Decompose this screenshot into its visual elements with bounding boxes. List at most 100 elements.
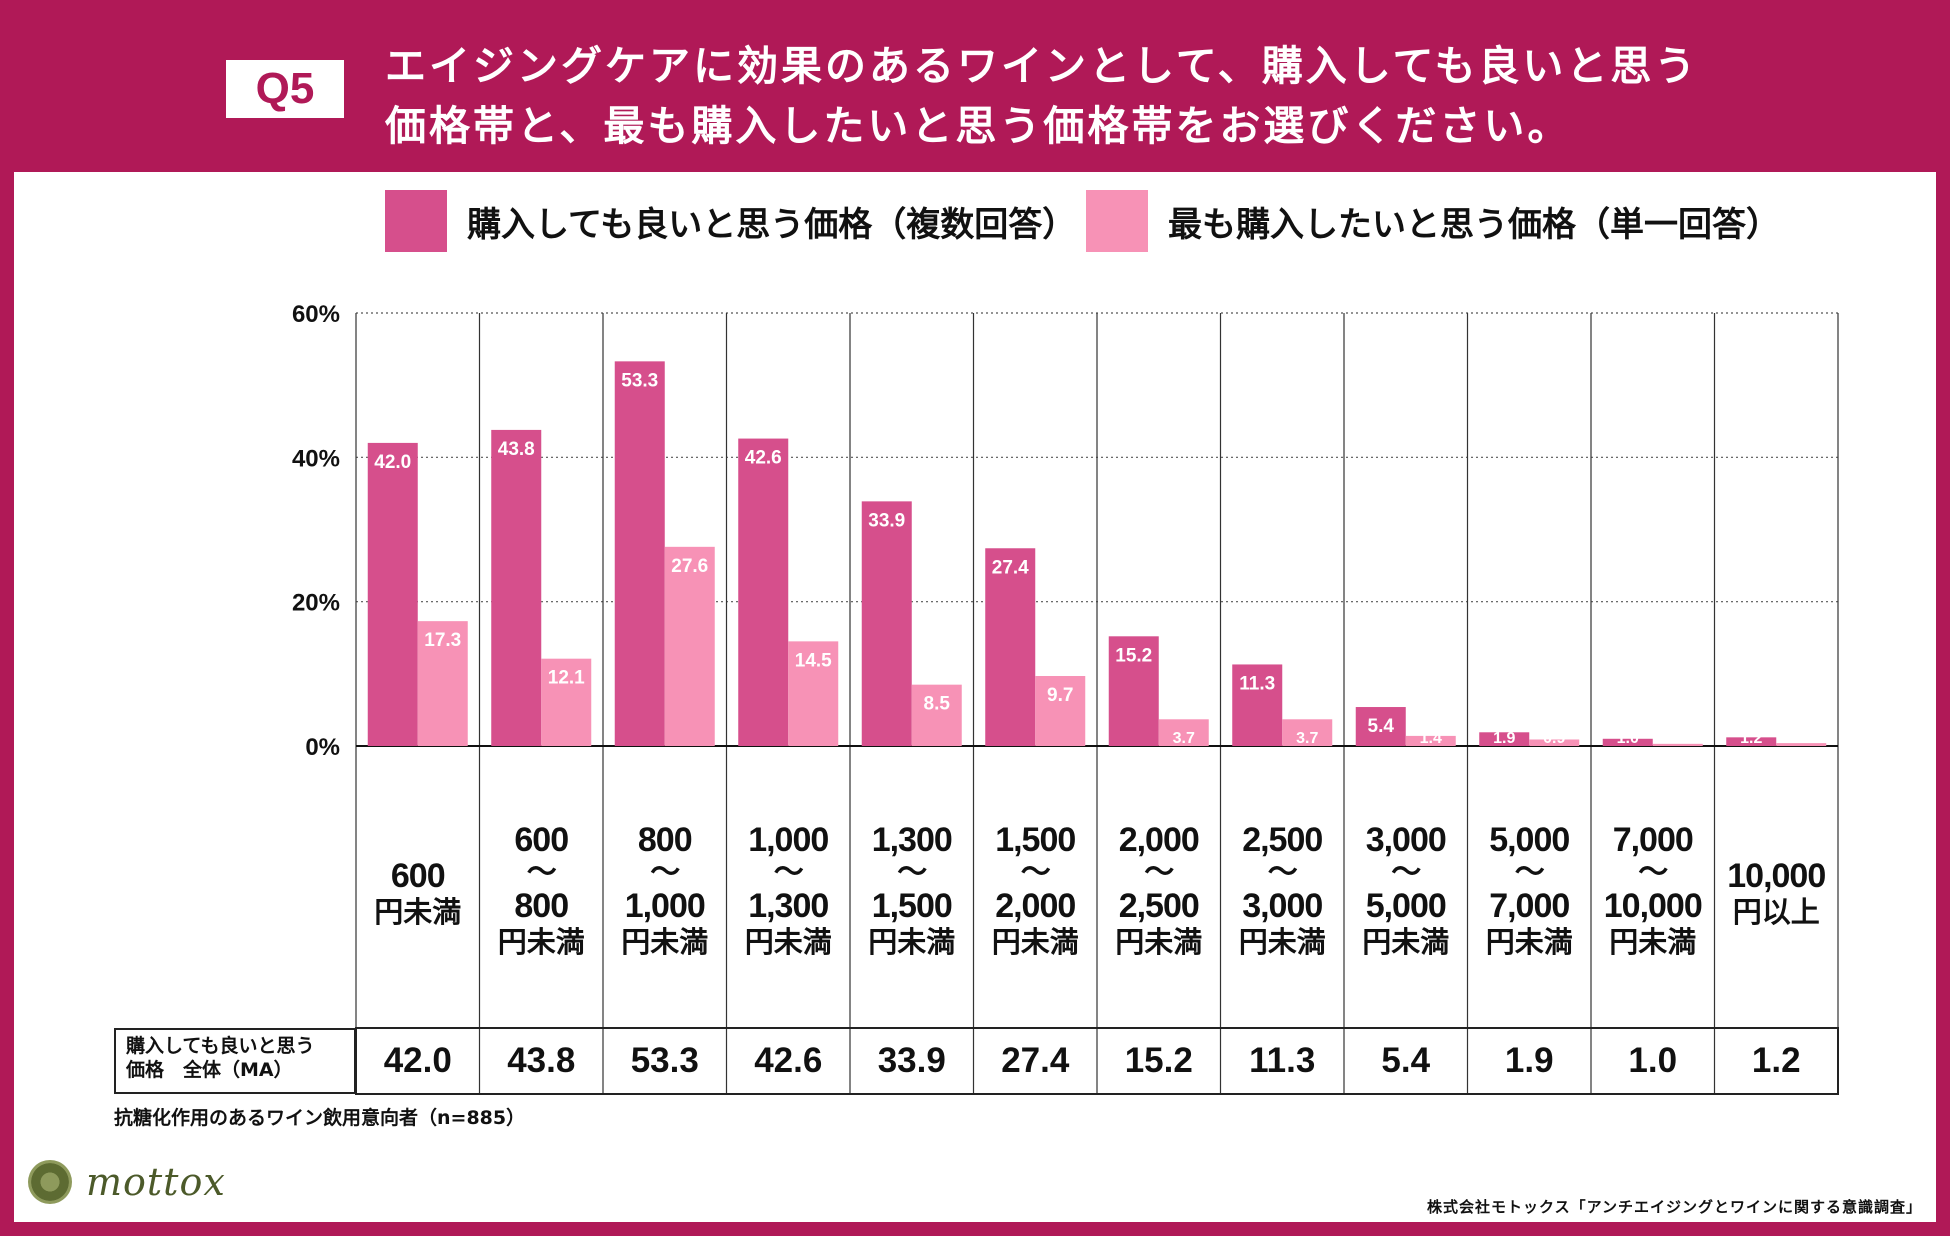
table-cell: 15.2 bbox=[1124, 1041, 1193, 1080]
bar-series2 bbox=[541, 658, 592, 746]
category-label: 2,000 〜 2,500 円未満 bbox=[1098, 822, 1220, 960]
bar-series1 bbox=[1602, 738, 1653, 746]
bar-series2 bbox=[417, 621, 468, 746]
legend-item-series1: 購入しても良いと思う価格（複数回答） bbox=[385, 190, 1076, 252]
table-cell: 27.4 bbox=[1001, 1041, 1070, 1080]
table-frame bbox=[355, 1027, 1839, 1095]
table-cell: 42.6 bbox=[754, 1041, 823, 1080]
legend-item-series2: 最も購入したいと思う価格（単一回答） bbox=[1086, 190, 1780, 252]
y-tick-label: 40% bbox=[292, 445, 340, 472]
data-label-series1: 27.4 bbox=[992, 557, 1029, 578]
bar-series1 bbox=[738, 438, 789, 746]
table-cell: 1.0 bbox=[1628, 1041, 1678, 1080]
bar-series2 bbox=[1776, 743, 1827, 746]
category-label-line: 円未満 bbox=[991, 925, 1079, 959]
category-label-line: 1,000 bbox=[624, 887, 706, 925]
bar-series2 bbox=[1035, 675, 1086, 746]
category-label-line: 1,000 bbox=[748, 821, 829, 859]
bar-series1 bbox=[614, 361, 665, 746]
bar-series1 bbox=[1479, 732, 1530, 746]
brand-logo: mottox bbox=[28, 1160, 226, 1204]
title-line-2: 価格帯と、最も購入したいと思う価格帯をお選びください。 bbox=[385, 102, 1572, 150]
data-label-series2: 1.4 bbox=[1420, 730, 1442, 747]
category-label-line: 1,300 bbox=[871, 821, 953, 859]
table-cell: 1.9 bbox=[1504, 1041, 1554, 1080]
category-label-line: 〜 bbox=[1638, 856, 1668, 889]
category-label: 5,000 〜 7,000 円未満 bbox=[1468, 822, 1590, 960]
table-header-line-1: 購入しても良いと思う bbox=[126, 1035, 315, 1057]
category-label-line: 〜 bbox=[650, 856, 680, 889]
bar-series2 bbox=[1405, 735, 1456, 746]
data-label-series1: 43.8 bbox=[498, 439, 535, 460]
category-label-line: 7,000 bbox=[1612, 821, 1694, 859]
bar-series1 bbox=[1726, 737, 1777, 746]
category-label-line: 7,000 bbox=[1489, 887, 1570, 925]
bar-series2 bbox=[788, 641, 839, 746]
category-label-line: 1,300 bbox=[748, 887, 829, 925]
category-label-line: 800 bbox=[514, 887, 569, 925]
data-label-series2: 0.3 bbox=[1667, 730, 1689, 747]
data-label-series1: 11.3 bbox=[1239, 673, 1275, 694]
category-label-line: 円未満 bbox=[1238, 925, 1326, 959]
category-label: 7,000 〜 10,000 円未満 bbox=[1592, 822, 1714, 960]
category-label-line: 〜 bbox=[526, 856, 557, 889]
category-label: 600 〜 800 円未満 bbox=[480, 822, 602, 960]
data-label-series1: 1.0 bbox=[1617, 730, 1639, 747]
category-label-line: 1,500 bbox=[995, 821, 1076, 859]
table-cell: 33.9 bbox=[877, 1041, 946, 1080]
category-label-line: 3,000 bbox=[1365, 821, 1447, 859]
data-label-series2: 27.6 bbox=[671, 556, 708, 577]
question-title: エイジングケアに効果のあるワインとして、購入しても良いと思う 価格帯と、最も購入… bbox=[385, 36, 1885, 156]
category-label-line: 2,500 bbox=[1242, 821, 1323, 859]
category-label-line: 円未満 bbox=[374, 895, 462, 929]
category-label-line: 〜 bbox=[1267, 856, 1298, 889]
bar-series1 bbox=[985, 548, 1036, 746]
category-label-line: 円未満 bbox=[497, 925, 585, 959]
bar-series1 bbox=[491, 429, 542, 746]
category-label-line: 〜 bbox=[1020, 856, 1051, 889]
category-label-line: 600 bbox=[514, 821, 569, 859]
bar-series2 bbox=[1652, 743, 1703, 746]
category-label: 1,000 〜 1,300 円未満 bbox=[727, 822, 849, 960]
category-label-line: 〜 bbox=[897, 856, 927, 889]
category-label-line: 3,000 bbox=[1242, 887, 1323, 925]
category-label-line: 10,000 bbox=[1727, 857, 1826, 895]
bar-series1 bbox=[1108, 636, 1159, 746]
data-label-series2: 8.5 bbox=[924, 694, 951, 715]
category-label-line: 2,500 bbox=[1118, 887, 1200, 925]
category-label-line: 600 bbox=[390, 857, 446, 895]
category-label-line: 2,000 bbox=[995, 887, 1076, 925]
legend-swatch-series2 bbox=[1086, 190, 1148, 252]
data-label-series1: 15.2 bbox=[1115, 645, 1152, 666]
question-badge: Q5 bbox=[226, 60, 344, 118]
category-label-line: 5,000 bbox=[1489, 821, 1570, 859]
category-label-line: 円未満 bbox=[1362, 925, 1450, 959]
sample-footnote: 抗糖化作用のあるワイン飲用意向者（n=885） bbox=[114, 1107, 526, 1129]
category-label-line: 円未満 bbox=[621, 925, 709, 959]
category-label: 1,300 〜 1,500 円未満 bbox=[851, 822, 973, 960]
category-label: 600 円未満 bbox=[357, 858, 479, 930]
logo-wordmark: mottox bbox=[86, 1160, 226, 1204]
y-tick-label: 20% bbox=[292, 590, 340, 617]
data-label-series1: 1.9 bbox=[1493, 730, 1515, 747]
data-label-series2: 17.3 bbox=[424, 630, 461, 651]
bar-series1 bbox=[861, 501, 912, 746]
bar-series2 bbox=[1529, 739, 1580, 746]
bar-series1 bbox=[1355, 707, 1406, 746]
header-bar: Q5 エイジングケアに効果のあるワインとして、購入しても良いと思う 価格帯と、最… bbox=[0, 0, 1950, 172]
logo-emblem-icon bbox=[28, 1160, 72, 1204]
data-label-series1: 33.9 bbox=[868, 510, 905, 531]
category-label-line: 〜 bbox=[1144, 856, 1174, 889]
legend-label-series1: 購入しても良いと思う価格（複数回答） bbox=[467, 204, 1077, 245]
category-label-line: 〜 bbox=[1391, 856, 1421, 889]
data-label-series2: 0.9 bbox=[1543, 730, 1565, 747]
data-label-series2: 9.7 bbox=[1047, 685, 1073, 706]
bar-series1 bbox=[1232, 664, 1283, 746]
table-cell: 43.8 bbox=[507, 1041, 576, 1080]
category-label-line: 円以上 bbox=[1732, 895, 1820, 929]
table-cell: 11.3 bbox=[1249, 1041, 1316, 1080]
data-label-series2: 12.1 bbox=[548, 668, 585, 689]
category-label-line: 10,000 bbox=[1603, 887, 1703, 925]
data-label-series2: 3.7 bbox=[1296, 730, 1318, 747]
